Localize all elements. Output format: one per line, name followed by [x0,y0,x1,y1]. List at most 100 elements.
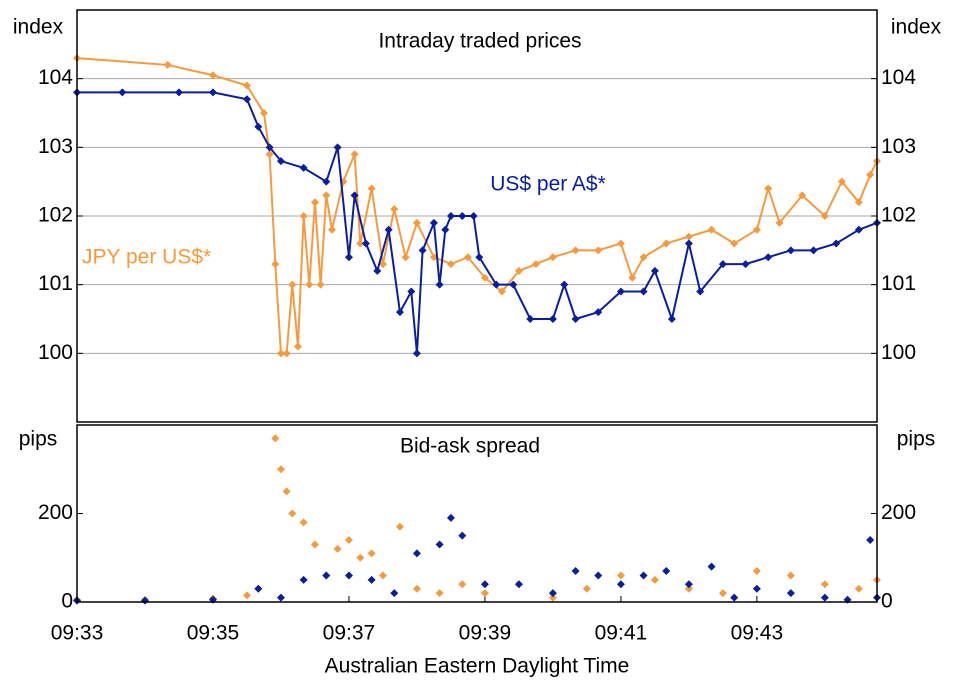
marker [820,580,829,589]
marker [616,571,625,580]
marker [412,349,421,358]
marker [786,571,795,580]
x-axis-label: Australian Eastern Daylight Time [325,655,630,678]
y2-tick-label: 104 [881,66,916,89]
x-tick-label: 09:39 [459,622,512,645]
marker [775,218,784,227]
y2-tick-label: 0 [881,590,893,613]
series-annotation: JPY per US$* [82,246,211,269]
marker [684,232,693,241]
marker [458,212,467,220]
marker [866,170,875,179]
y2-tick-label: 103 [881,135,916,158]
marker [288,509,297,518]
marker [684,584,693,593]
marker [322,177,331,186]
marker [299,575,308,584]
marker [276,593,285,602]
marker [429,218,438,227]
marker [548,315,557,323]
marker [650,575,659,584]
marker [242,591,251,600]
marker [707,562,716,571]
marker [163,60,172,69]
marker [718,589,727,598]
marker [616,287,625,296]
marker [441,225,450,234]
marker [367,575,376,584]
x-tick-label: 09:37 [323,622,376,645]
plot-frame [76,424,878,603]
marker [786,246,795,255]
marker [480,273,489,282]
marker [446,212,455,220]
marker [356,239,365,248]
marker [271,260,280,269]
marker [322,571,331,580]
y2-tick-label: 200 [881,501,916,524]
marker [384,225,393,234]
marker [718,260,727,269]
marker [820,593,829,602]
marker [254,122,263,131]
marker [276,157,285,166]
marker [333,544,342,553]
y2-tick-label: 100 [881,341,916,364]
panel-title: Bid-ask spread [400,435,540,458]
marker [548,253,557,262]
marker [832,239,841,248]
y2-tick-label: 102 [881,204,916,227]
marker [463,253,472,262]
marker [594,571,603,580]
marker [367,184,376,193]
marker [299,212,308,220]
marker [208,71,217,80]
marker [344,253,353,262]
marker [395,308,404,317]
marker [367,549,376,558]
marker [480,580,489,589]
marker [316,280,325,289]
marker [412,584,421,593]
marker [299,163,308,172]
marker [242,95,251,104]
marker [866,536,875,545]
series-annotation: US$ per A$* [490,173,606,196]
marker [265,150,274,159]
marker [662,567,671,576]
marker [401,253,410,262]
marker [373,266,382,275]
marker [854,225,863,234]
marker [514,580,523,589]
plot-frame [76,9,878,423]
marker [854,584,863,593]
marker [350,191,359,200]
marker [752,584,761,593]
y2-axis-label: pips [897,428,936,451]
marker [492,280,501,289]
series-line [77,91,878,354]
y-axis-label: pips [19,428,58,451]
marker [446,260,455,269]
marker [271,434,280,443]
marker [480,589,489,598]
marker [650,266,659,275]
marker [356,553,365,562]
marker [548,593,557,602]
marker [764,184,773,193]
marker [662,239,671,248]
marker [208,88,217,97]
marker [378,571,387,580]
marker [118,88,127,97]
y-tick-label: 0 [61,590,73,613]
marker [616,239,625,248]
marker [293,342,302,351]
marker [786,589,795,598]
marker [310,540,319,549]
marker [696,287,705,296]
marker [548,589,557,598]
marker [418,246,427,255]
marker [809,246,818,255]
